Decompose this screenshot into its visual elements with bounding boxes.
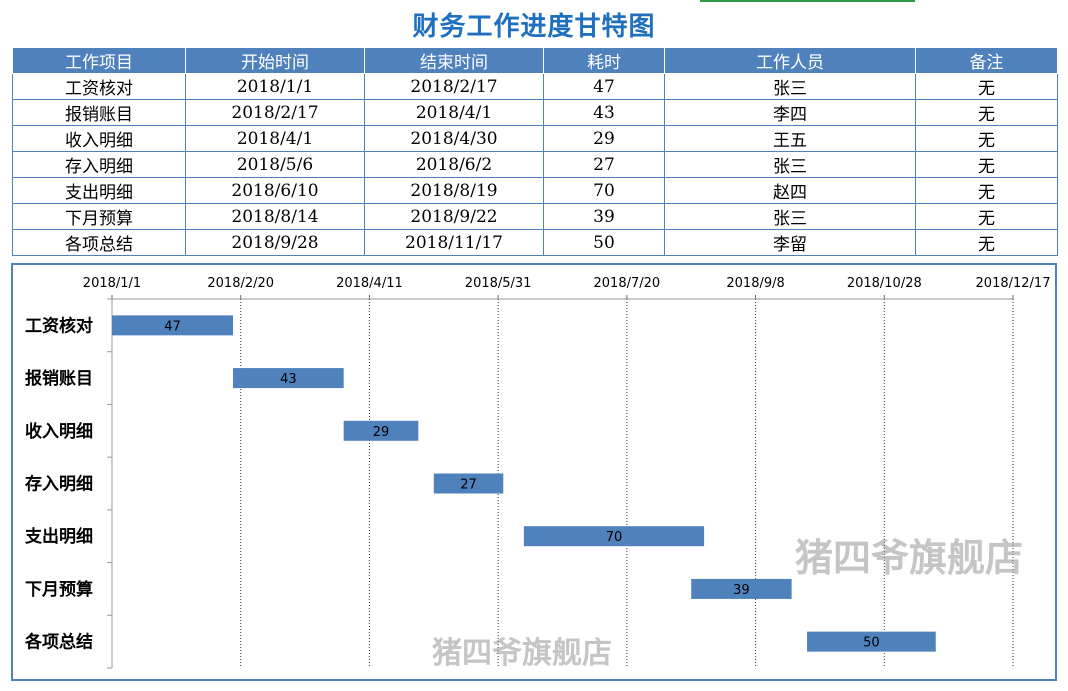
col-header-staff: 工作人员 (664, 47, 916, 74)
watermark-text: 猪四爷旗舰店 (432, 636, 612, 671)
col-header-note: 备注 (915, 47, 1058, 74)
y-category-label: 支出明细 (25, 526, 93, 547)
cell-start: 2018/1/1 (185, 73, 365, 100)
table-row: 工资核对 2018/1/1 2018/2/17 47 张三 无 (12, 73, 1058, 100)
schedule-table: 工作项目 开始时间 结束时间 耗时 工作人员 备注 工资核对 2018/1/1 … (12, 47, 1058, 256)
bar-value-label: 39 (733, 583, 750, 598)
cell-staff: 张三 (664, 203, 916, 230)
x-tick-label: 2018/1/1 (83, 276, 141, 291)
table-row: 下月预算 2018/8/14 2018/9/22 39 张三 无 (12, 203, 1058, 230)
y-category-label: 报销账目 (25, 368, 93, 389)
bar-value-label: 50 (863, 636, 880, 651)
cell-end: 2018/11/17 (364, 229, 544, 256)
bar-value-label: 70 (606, 530, 623, 545)
cell-note: 无 (915, 73, 1058, 100)
gantt-bar (433, 473, 504, 494)
y-category-label: 工资核对 (25, 315, 93, 336)
watermark-text: 猪四爷旗舰店 (795, 536, 1024, 580)
cell-end: 2018/4/30 (364, 125, 544, 152)
y-category-label: 存入明细 (25, 474, 93, 495)
y-category-label: 各项总结 (24, 632, 93, 653)
cell-note: 无 (915, 99, 1058, 126)
cell-end: 2018/8/19 (364, 177, 544, 204)
cell-duration: 70 (543, 177, 665, 204)
col-header-start: 开始时间 (185, 47, 365, 74)
x-tick-label: 2018/5/31 (465, 276, 532, 291)
cell-note: 无 (915, 125, 1058, 152)
cell-duration: 43 (543, 99, 665, 126)
x-tick-label: 2018/10/28 (847, 276, 922, 291)
cell-start: 2018/8/14 (185, 203, 365, 230)
cell-duration: 27 (543, 151, 665, 178)
cell-start: 2018/4/1 (185, 125, 365, 152)
cell-end: 2018/9/22 (364, 203, 544, 230)
top-accent-line (700, 0, 915, 2)
gantt-bar (232, 368, 344, 389)
gantt-chart: 2018/1/1 2018/2/20 2018/4/11 2018/5/31 2018/… (24, 276, 1051, 669)
table-row: 报销账目 2018/2/17 2018/4/1 43 李四 无 (12, 99, 1058, 126)
cell-start: 2018/6/10 (185, 177, 365, 204)
col-header-task: 工作项目 (12, 47, 186, 74)
cell-note: 无 (915, 203, 1058, 230)
cell-duration: 47 (543, 73, 665, 100)
cell-staff: 李四 (664, 99, 916, 126)
x-tick-label: 2018/7/20 (594, 276, 661, 291)
cell-staff: 赵四 (664, 177, 916, 204)
cell-duration: 50 (543, 229, 665, 256)
cell-end: 2018/6/2 (364, 151, 544, 178)
cell-staff: 李留 (664, 229, 916, 256)
bar-value-label: 43 (280, 372, 297, 387)
col-header-end: 结束时间 (364, 47, 544, 74)
cell-end: 2018/4/1 (364, 99, 544, 126)
cell-task: 各项总结 (12, 229, 186, 256)
cell-staff: 张三 (664, 151, 916, 178)
cell-start: 2018/9/28 (185, 229, 365, 256)
x-tick-label: 2018/2/20 (207, 276, 274, 291)
table-row: 支出明细 2018/6/10 2018/8/19 70 赵四 无 (12, 177, 1058, 204)
cell-staff: 王五 (664, 125, 916, 152)
bar-value-label: 29 (373, 425, 390, 440)
cell-note: 无 (915, 229, 1058, 256)
cell-note: 无 (915, 177, 1058, 204)
cell-start: 2018/5/6 (185, 151, 365, 178)
gantt-bar (523, 526, 705, 547)
cell-note: 无 (915, 151, 1058, 178)
bar-value-label: 47 (164, 319, 181, 334)
gantt-bar (112, 315, 233, 336)
cell-task: 下月预算 (12, 203, 186, 230)
gantt-bar (343, 420, 419, 441)
cell-end: 2018/2/17 (364, 73, 544, 100)
x-tick-label: 2018/9/8 (726, 276, 784, 291)
table-row: 存入明细 2018/5/6 2018/6/2 27 张三 无 (12, 151, 1058, 178)
cell-duration: 39 (543, 203, 665, 230)
table-row: 收入明细 2018/4/1 2018/4/30 29 王五 无 (12, 125, 1058, 152)
x-tick-label: 2018/12/17 (976, 276, 1051, 291)
x-tick-label: 2018/4/11 (336, 276, 403, 291)
col-header-duration: 耗时 (543, 47, 665, 74)
gantt-bar (807, 631, 936, 652)
table-header-row: 工作项目 开始时间 结束时间 耗时 工作人员 备注 (12, 47, 1058, 74)
table-row: 各项总结 2018/9/28 2018/11/17 50 李留 无 (12, 229, 1058, 256)
y-category-label: 下月预算 (25, 579, 93, 600)
cell-staff: 张三 (664, 73, 916, 100)
page-title: 财务工作进度甘特图 (412, 12, 656, 42)
cell-task: 收入明细 (12, 125, 186, 152)
gantt-bar (691, 578, 792, 599)
cell-start: 2018/2/17 (185, 99, 365, 126)
cell-duration: 29 (543, 125, 665, 152)
cell-task: 支出明细 (12, 177, 186, 204)
gantt-chart-frame: 2018/1/1 2018/2/20 2018/4/11 2018/5/31 2018/… (11, 263, 1057, 681)
y-category-label: 收入明细 (25, 421, 93, 442)
bar-value-label: 27 (460, 478, 477, 493)
cell-task: 存入明细 (12, 151, 186, 178)
cell-task: 工资核对 (12, 73, 186, 100)
cell-task: 报销账目 (12, 99, 186, 126)
